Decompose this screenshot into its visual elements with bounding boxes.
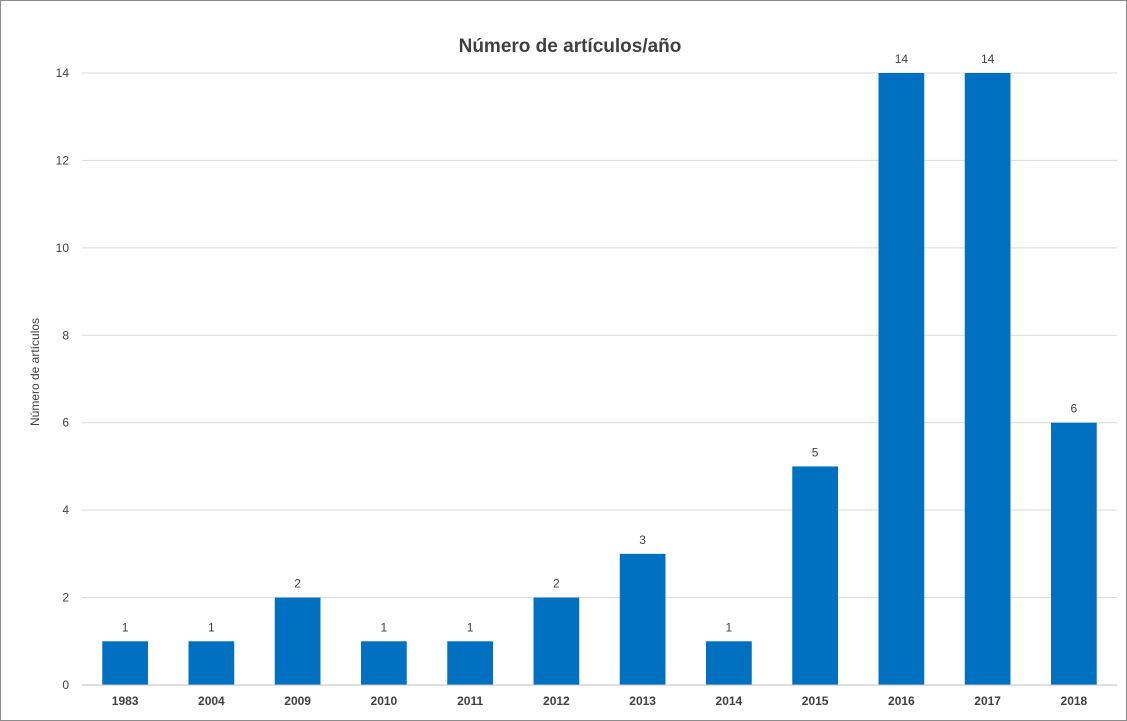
bar-2015 bbox=[792, 466, 838, 685]
bar-2012 bbox=[534, 598, 580, 685]
data-label-2012: 2 bbox=[553, 577, 560, 591]
y-tick-label: 12 bbox=[56, 153, 70, 167]
data-label-2018: 6 bbox=[1071, 402, 1078, 416]
x-tick-label-2016: 2016 bbox=[888, 694, 915, 708]
x-tick-label-1983: 1983 bbox=[112, 694, 139, 708]
bar-2018 bbox=[1051, 423, 1097, 685]
data-label-2009: 2 bbox=[294, 577, 301, 591]
x-axis-ticks: 1983 2004 2009 2010 2011 2012 2013 2014 2015 2016… bbox=[112, 694, 1088, 708]
x-tick-label-2015: 2015 bbox=[802, 694, 829, 708]
data-label-1983: 1 bbox=[122, 620, 129, 634]
data-label-2016: 14 bbox=[895, 52, 909, 66]
bars bbox=[102, 73, 1096, 685]
x-tick-label-2011: 2011 bbox=[457, 694, 483, 708]
chart-title: Número de artículos/año bbox=[459, 36, 682, 57]
x-tick-label-2010: 2010 bbox=[371, 694, 398, 708]
y-tick-label: 2 bbox=[62, 591, 69, 605]
data-label-2013: 3 bbox=[639, 533, 646, 547]
x-tick-label-2004: 2004 bbox=[198, 694, 225, 708]
x-tick-label-2018: 2018 bbox=[1061, 694, 1088, 708]
y-tick-label: 0 bbox=[62, 678, 69, 692]
bar-2017 bbox=[965, 73, 1011, 685]
x-tick-label-2014: 2014 bbox=[716, 694, 743, 708]
bar-2011 bbox=[447, 641, 493, 685]
x-tick-label-2013: 2013 bbox=[629, 694, 656, 708]
y-tick-label: 4 bbox=[62, 503, 69, 517]
data-label-2015: 5 bbox=[812, 445, 819, 459]
y-tick-label: 10 bbox=[56, 241, 70, 255]
y-tick-label: 6 bbox=[62, 416, 69, 430]
x-tick-label-2012: 2012 bbox=[543, 694, 570, 708]
y-tick-label: 8 bbox=[62, 328, 69, 342]
data-label-2004: 1 bbox=[208, 620, 215, 634]
y-axis-ticks: 0 2 4 6 8 10 12 14 bbox=[56, 66, 70, 692]
bar-2014 bbox=[706, 641, 752, 685]
data-label-2010: 1 bbox=[381, 620, 388, 634]
data-label-2017: 14 bbox=[981, 52, 995, 66]
bar-2016 bbox=[879, 73, 925, 685]
data-labels: 1 1 2 1 1 2 3 1 5 14 14 6 bbox=[122, 52, 1078, 634]
y-tick-label: 14 bbox=[56, 66, 70, 80]
bar-2010 bbox=[361, 641, 407, 685]
x-tick-label-2009: 2009 bbox=[284, 694, 311, 708]
data-label-2014: 1 bbox=[726, 620, 733, 634]
y-axis-label: Número de artículos bbox=[28, 318, 42, 426]
gridlines bbox=[82, 73, 1117, 598]
bar-2013 bbox=[620, 554, 666, 685]
bar-2004 bbox=[189, 641, 235, 685]
bar-2009 bbox=[275, 598, 321, 685]
bar-1983 bbox=[102, 641, 148, 685]
x-tick-label-2017: 2017 bbox=[974, 694, 1001, 708]
data-label-2011: 1 bbox=[467, 620, 474, 634]
